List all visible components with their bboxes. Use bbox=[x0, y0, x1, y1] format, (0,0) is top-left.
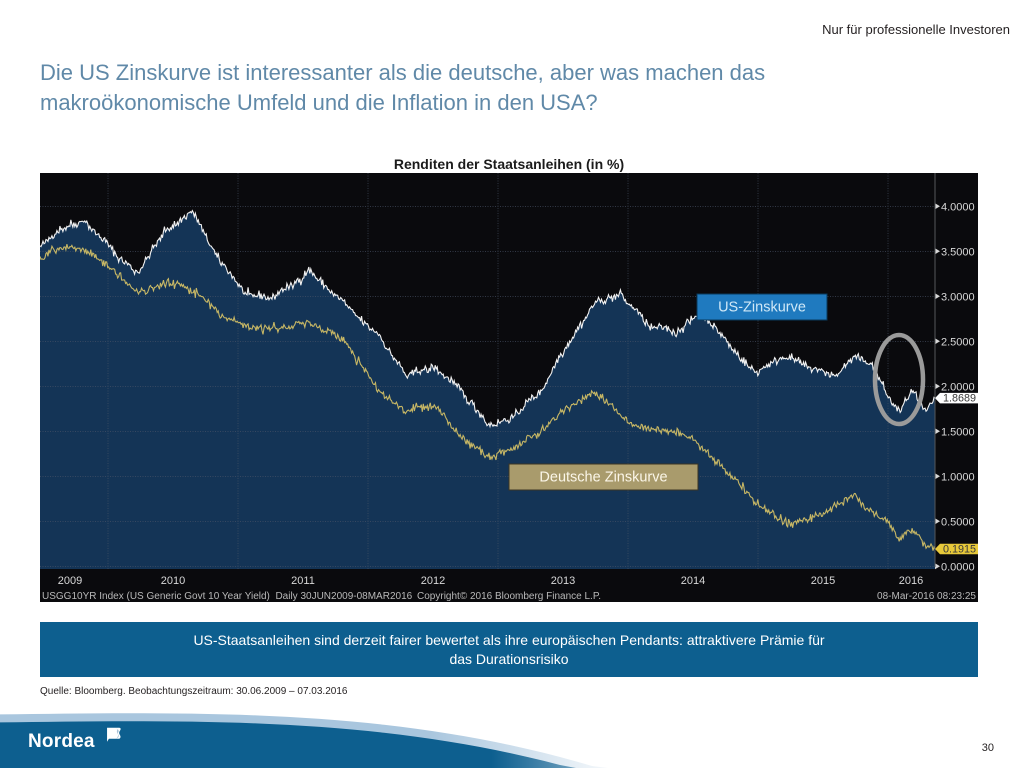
svg-text:2014: 2014 bbox=[681, 575, 705, 587]
svg-text:Deutsche Zinskurve: Deutsche Zinskurve bbox=[539, 470, 667, 486]
svg-text:2.5000: 2.5000 bbox=[941, 336, 975, 348]
svg-text:2009: 2009 bbox=[58, 575, 82, 587]
svg-text:US-Zinskurve: US-Zinskurve bbox=[718, 300, 806, 316]
svg-text:0.1915: 0.1915 bbox=[943, 543, 976, 555]
svg-text:2010: 2010 bbox=[161, 575, 185, 587]
svg-text:4.0000: 4.0000 bbox=[941, 201, 975, 213]
svg-text:2.0000: 2.0000 bbox=[941, 381, 975, 393]
svg-text:2011: 2011 bbox=[291, 575, 315, 587]
svg-text:3.5000: 3.5000 bbox=[941, 246, 975, 258]
svg-text:2015: 2015 bbox=[811, 575, 835, 587]
svg-text:1.0000: 1.0000 bbox=[941, 471, 975, 483]
svg-text:3.0000: 3.0000 bbox=[941, 291, 975, 303]
svg-text:0.0000: 0.0000 bbox=[941, 561, 975, 573]
svg-text:2012: 2012 bbox=[421, 575, 445, 587]
svg-text:0.5000: 0.5000 bbox=[941, 516, 975, 528]
svg-text:1.5000: 1.5000 bbox=[941, 426, 975, 438]
svg-text:2013: 2013 bbox=[551, 575, 575, 587]
svg-text:2016: 2016 bbox=[899, 575, 923, 587]
svg-text:1.8689: 1.8689 bbox=[943, 393, 976, 405]
